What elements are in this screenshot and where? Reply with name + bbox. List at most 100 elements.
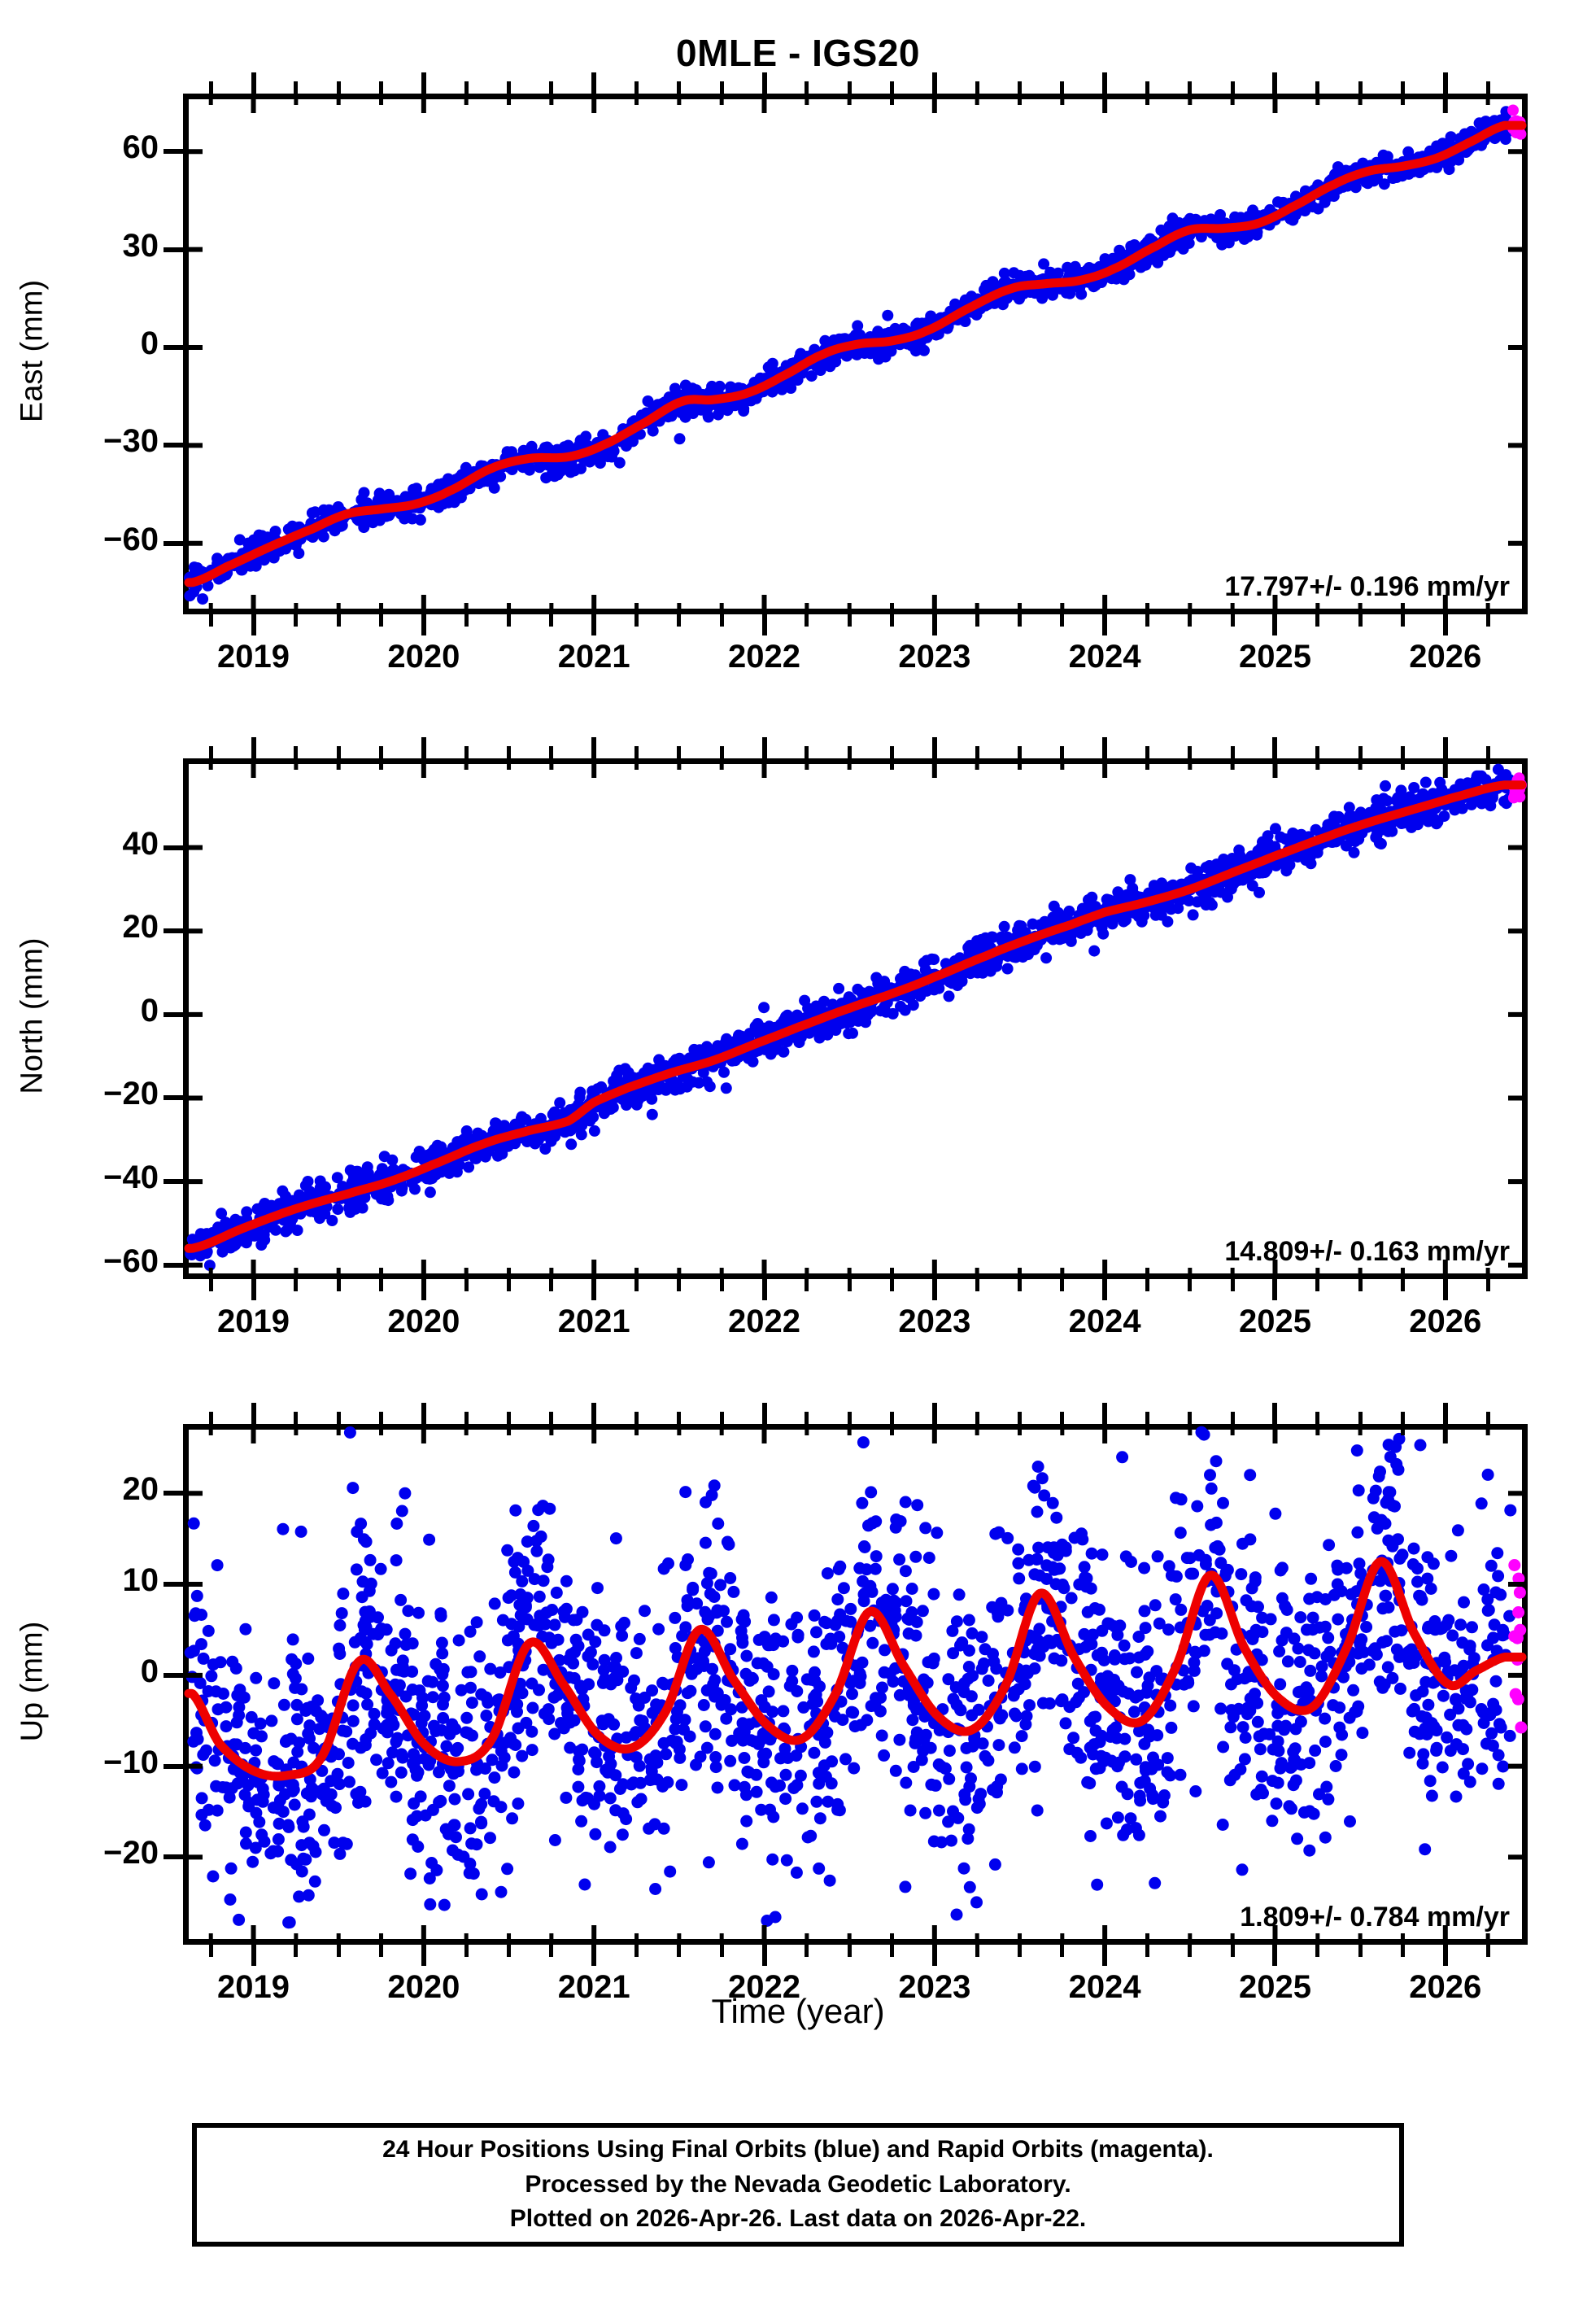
caption-line-1: 24 Hour Positions Using Final Orbits (bl… (382, 2136, 1214, 2164)
y-tick-mark (164, 1011, 183, 1017)
x-tick-label: 2025 (1238, 639, 1311, 675)
x-tick-mark (761, 1945, 767, 1966)
y-tick-mark (164, 1262, 183, 1268)
x-tick-minor (1017, 746, 1022, 758)
x-tick-minor (975, 614, 979, 627)
x-tick-mark (1442, 72, 1448, 94)
x-tick-label: 2021 (557, 1969, 630, 2005)
x-tick-minor (208, 746, 213, 758)
x-tick-minor (890, 1279, 894, 1291)
x-tick-mark (931, 1403, 937, 1424)
x-tick-minor (294, 1412, 299, 1424)
y-tick-label: −10 (103, 1744, 159, 1780)
x-tick-minor (1485, 614, 1490, 627)
y-tick-label: 0 (140, 1653, 159, 1689)
x-tick-mark (1102, 1945, 1108, 1966)
x-tick-mark (421, 1945, 426, 1966)
y-tick-mark (164, 1763, 183, 1769)
x-tick-minor (1358, 1279, 1363, 1291)
x-tick-minor (1485, 746, 1490, 758)
panel-east: 17.797+/- 0.196 mm/yr (183, 94, 1528, 614)
x-tick-mark (761, 1403, 767, 1424)
x-tick-minor (294, 746, 299, 758)
x-tick-minor (208, 1945, 213, 1957)
x-tick-minor (1145, 1945, 1149, 1957)
y-axis-label-north: North (mm) (15, 937, 50, 1094)
y-tick-label: −60 (103, 521, 159, 557)
x-tick-minor (634, 1279, 639, 1291)
x-tick-mark (251, 737, 256, 758)
x-tick-minor (719, 81, 724, 94)
x-tick-mark (421, 614, 426, 635)
tick-marks (183, 758, 1528, 1279)
caption-line-2: Processed by the Nevada Geodetic Laborat… (525, 2170, 1071, 2198)
up-rate-label: 1.809+/- 0.784 mm/yr (1240, 1902, 1510, 1933)
x-tick-label: 2022 (728, 639, 800, 675)
x-tick-label: 2026 (1409, 1969, 1482, 2005)
y-tick-label: −60 (103, 1243, 159, 1279)
x-tick-minor (1060, 1279, 1065, 1291)
x-tick-mark (761, 737, 767, 758)
scatter-final-orbits (184, 106, 1518, 605)
x-tick-minor (805, 614, 809, 627)
x-tick-mark (1272, 1279, 1278, 1300)
model-trend-line (184, 120, 1527, 587)
x-tick-minor (208, 1412, 213, 1424)
x-tick-minor (1315, 1412, 1320, 1424)
x-tick-mark (591, 1945, 597, 1966)
x-tick-minor (1315, 81, 1320, 94)
x-tick-minor (1017, 81, 1022, 94)
y-tick-mark (164, 1179, 183, 1185)
x-tick-minor (805, 81, 809, 94)
x-tick-minor (719, 1279, 724, 1291)
x-tick-minor (719, 1945, 724, 1957)
x-tick-minor (890, 614, 894, 627)
x-tick-label: 2022 (728, 1969, 800, 2005)
x-axis-label: Time (year) (711, 1992, 885, 2030)
x-tick-minor (379, 1945, 384, 1957)
scatter-rapid-orbits (1508, 1559, 1528, 1734)
x-tick-mark (931, 1279, 937, 1300)
x-tick-minor (1315, 1945, 1320, 1957)
east-rate-label: 17.797+/- 0.196 mm/yr (1224, 571, 1510, 602)
x-tick-mark (1272, 1403, 1278, 1424)
x-tick-mark (931, 614, 937, 635)
x-tick-minor (1400, 746, 1405, 758)
x-tick-minor (1017, 614, 1022, 627)
y-tick-mark (164, 443, 183, 448)
x-tick-minor (1145, 81, 1149, 94)
x-tick-mark (931, 737, 937, 758)
x-tick-mark (1442, 1279, 1448, 1300)
x-tick-mark (591, 72, 597, 94)
x-tick-minor (507, 1412, 512, 1424)
x-tick-minor (1230, 81, 1235, 94)
y-tick-label: 10 (122, 1562, 159, 1599)
panel-north-plot-area (183, 758, 1528, 1279)
x-tick-mark (761, 614, 767, 635)
y-tick-mark (164, 540, 183, 546)
x-tick-mark (1272, 72, 1278, 94)
x-tick-minor (975, 746, 979, 758)
x-tick-minor (1188, 1412, 1193, 1424)
x-tick-mark (251, 1279, 256, 1300)
x-tick-mark (591, 1279, 597, 1300)
x-tick-minor (1145, 746, 1149, 758)
y-tick-label: 20 (122, 909, 159, 946)
x-tick-minor (890, 746, 894, 758)
y-tick-label: 40 (122, 825, 159, 862)
x-tick-minor (1358, 1945, 1363, 1957)
y-tick-label: −30 (103, 423, 159, 460)
x-tick-minor (507, 1279, 512, 1291)
model-trend-line (184, 780, 1527, 1253)
x-tick-minor (890, 81, 894, 94)
x-tick-mark (1102, 1279, 1108, 1300)
x-tick-minor (294, 614, 299, 627)
x-tick-label: 2024 (1068, 1969, 1141, 2005)
x-tick-minor (847, 614, 852, 627)
x-tick-minor (294, 1945, 299, 1957)
x-tick-minor (634, 614, 639, 627)
x-tick-minor (379, 614, 384, 627)
x-tick-minor (1400, 81, 1405, 94)
x-tick-minor (464, 81, 469, 94)
x-tick-minor (336, 1945, 341, 1957)
